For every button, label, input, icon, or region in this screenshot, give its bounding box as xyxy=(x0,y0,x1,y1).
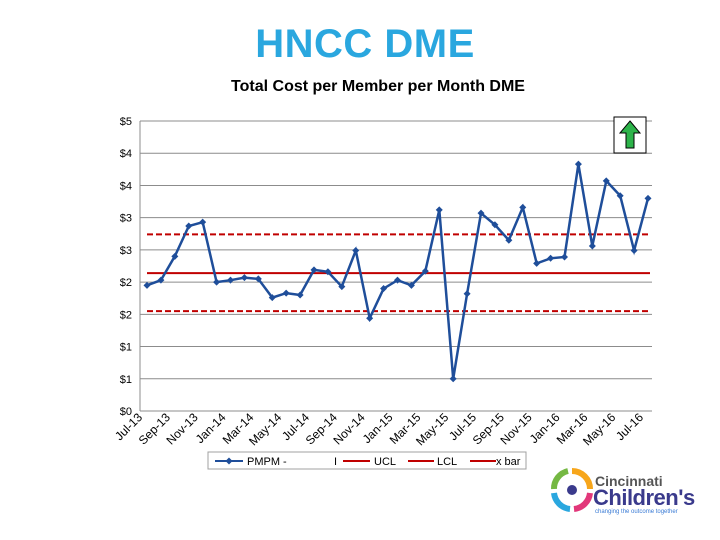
legend-marker-pmpm xyxy=(225,457,233,465)
data-point xyxy=(310,266,318,274)
y-tick-label: $3 xyxy=(120,245,132,257)
y-tick-label: $4 xyxy=(120,148,132,160)
data-point xyxy=(143,281,151,289)
data-point xyxy=(519,203,527,211)
legend: PMPM - I UCL LCL x bar xyxy=(207,451,527,470)
data-point xyxy=(213,278,221,286)
legend-label-xbar: x bar xyxy=(496,456,521,468)
data-point xyxy=(463,290,471,298)
series-pmpm xyxy=(143,160,652,383)
x-tick-label: Nov-14 xyxy=(331,410,368,447)
y-tick-label: $1 xyxy=(120,342,132,354)
data-point xyxy=(630,247,638,255)
x-tick-label: Nov-13 xyxy=(164,410,201,447)
data-point xyxy=(254,275,262,283)
data-point xyxy=(324,268,332,276)
data-point xyxy=(185,222,193,230)
data-point xyxy=(547,254,555,262)
up-arrow-icon xyxy=(613,116,647,154)
data-point xyxy=(366,314,374,322)
data-point xyxy=(588,242,596,250)
logo-text-main: Children's xyxy=(593,485,695,510)
y-tick-labels: $0 $1 $1 $2 $2 $3 $3 $4 $4 $5 xyxy=(120,116,132,418)
data-point xyxy=(157,276,165,284)
data-point xyxy=(561,253,568,261)
data-point xyxy=(380,285,388,293)
x-tick-label: Jul-16 xyxy=(613,410,646,443)
data-point xyxy=(449,375,457,383)
y-tick-label: $1 xyxy=(120,374,132,386)
data-point xyxy=(477,209,485,217)
data-point xyxy=(491,221,499,229)
legend-label-ucl: UCL xyxy=(374,456,396,468)
data-point xyxy=(282,289,290,297)
data-point xyxy=(644,194,652,202)
data-point xyxy=(199,218,207,226)
cincinnati-childrens-logo: Cincinnati Children's changing the outco… xyxy=(550,465,700,520)
data-point xyxy=(616,192,624,200)
data-point xyxy=(407,281,415,289)
axes xyxy=(139,121,652,412)
y-tick-label: $2 xyxy=(120,309,132,321)
x-tick-labels: Jul-13Sep-13Nov-13Jan-14Mar-14May-14Jul-… xyxy=(112,410,646,448)
data-point xyxy=(268,294,276,302)
data-point xyxy=(171,252,179,260)
y-tick-label: $5 xyxy=(120,116,132,128)
y-tick-label: $2 xyxy=(120,277,132,289)
x-tick-label: Nov-15 xyxy=(498,410,535,447)
control-limit-lines xyxy=(147,233,650,313)
chart-title: Total Cost per Member per Month DME xyxy=(231,78,525,95)
data-point xyxy=(338,283,346,291)
data-point xyxy=(227,276,234,284)
legend-label-pmpm: PMPM - xyxy=(247,456,287,468)
slide-title: HNCC DME xyxy=(255,22,475,66)
logo-mark-icon xyxy=(551,468,593,512)
data-point xyxy=(574,160,582,168)
logo-text-top: Cincinnati xyxy=(595,473,663,489)
data-point xyxy=(352,247,360,255)
y-tick-label: $3 xyxy=(120,213,132,225)
data-point xyxy=(296,291,304,299)
gridlines xyxy=(140,120,652,412)
y-tick-label: $0 xyxy=(120,406,132,418)
data-point xyxy=(240,274,248,282)
data-point xyxy=(435,206,443,214)
y-tick-label: $4 xyxy=(120,180,132,192)
legend-label-blank: I xyxy=(334,456,337,468)
legend-label-lcl: LCL xyxy=(437,456,457,468)
data-point xyxy=(602,177,610,185)
data-point xyxy=(505,236,513,244)
logo-tagline: changing the outcome together xyxy=(595,509,678,515)
data-point xyxy=(421,267,429,275)
data-point xyxy=(394,276,401,284)
data-point xyxy=(533,259,541,267)
